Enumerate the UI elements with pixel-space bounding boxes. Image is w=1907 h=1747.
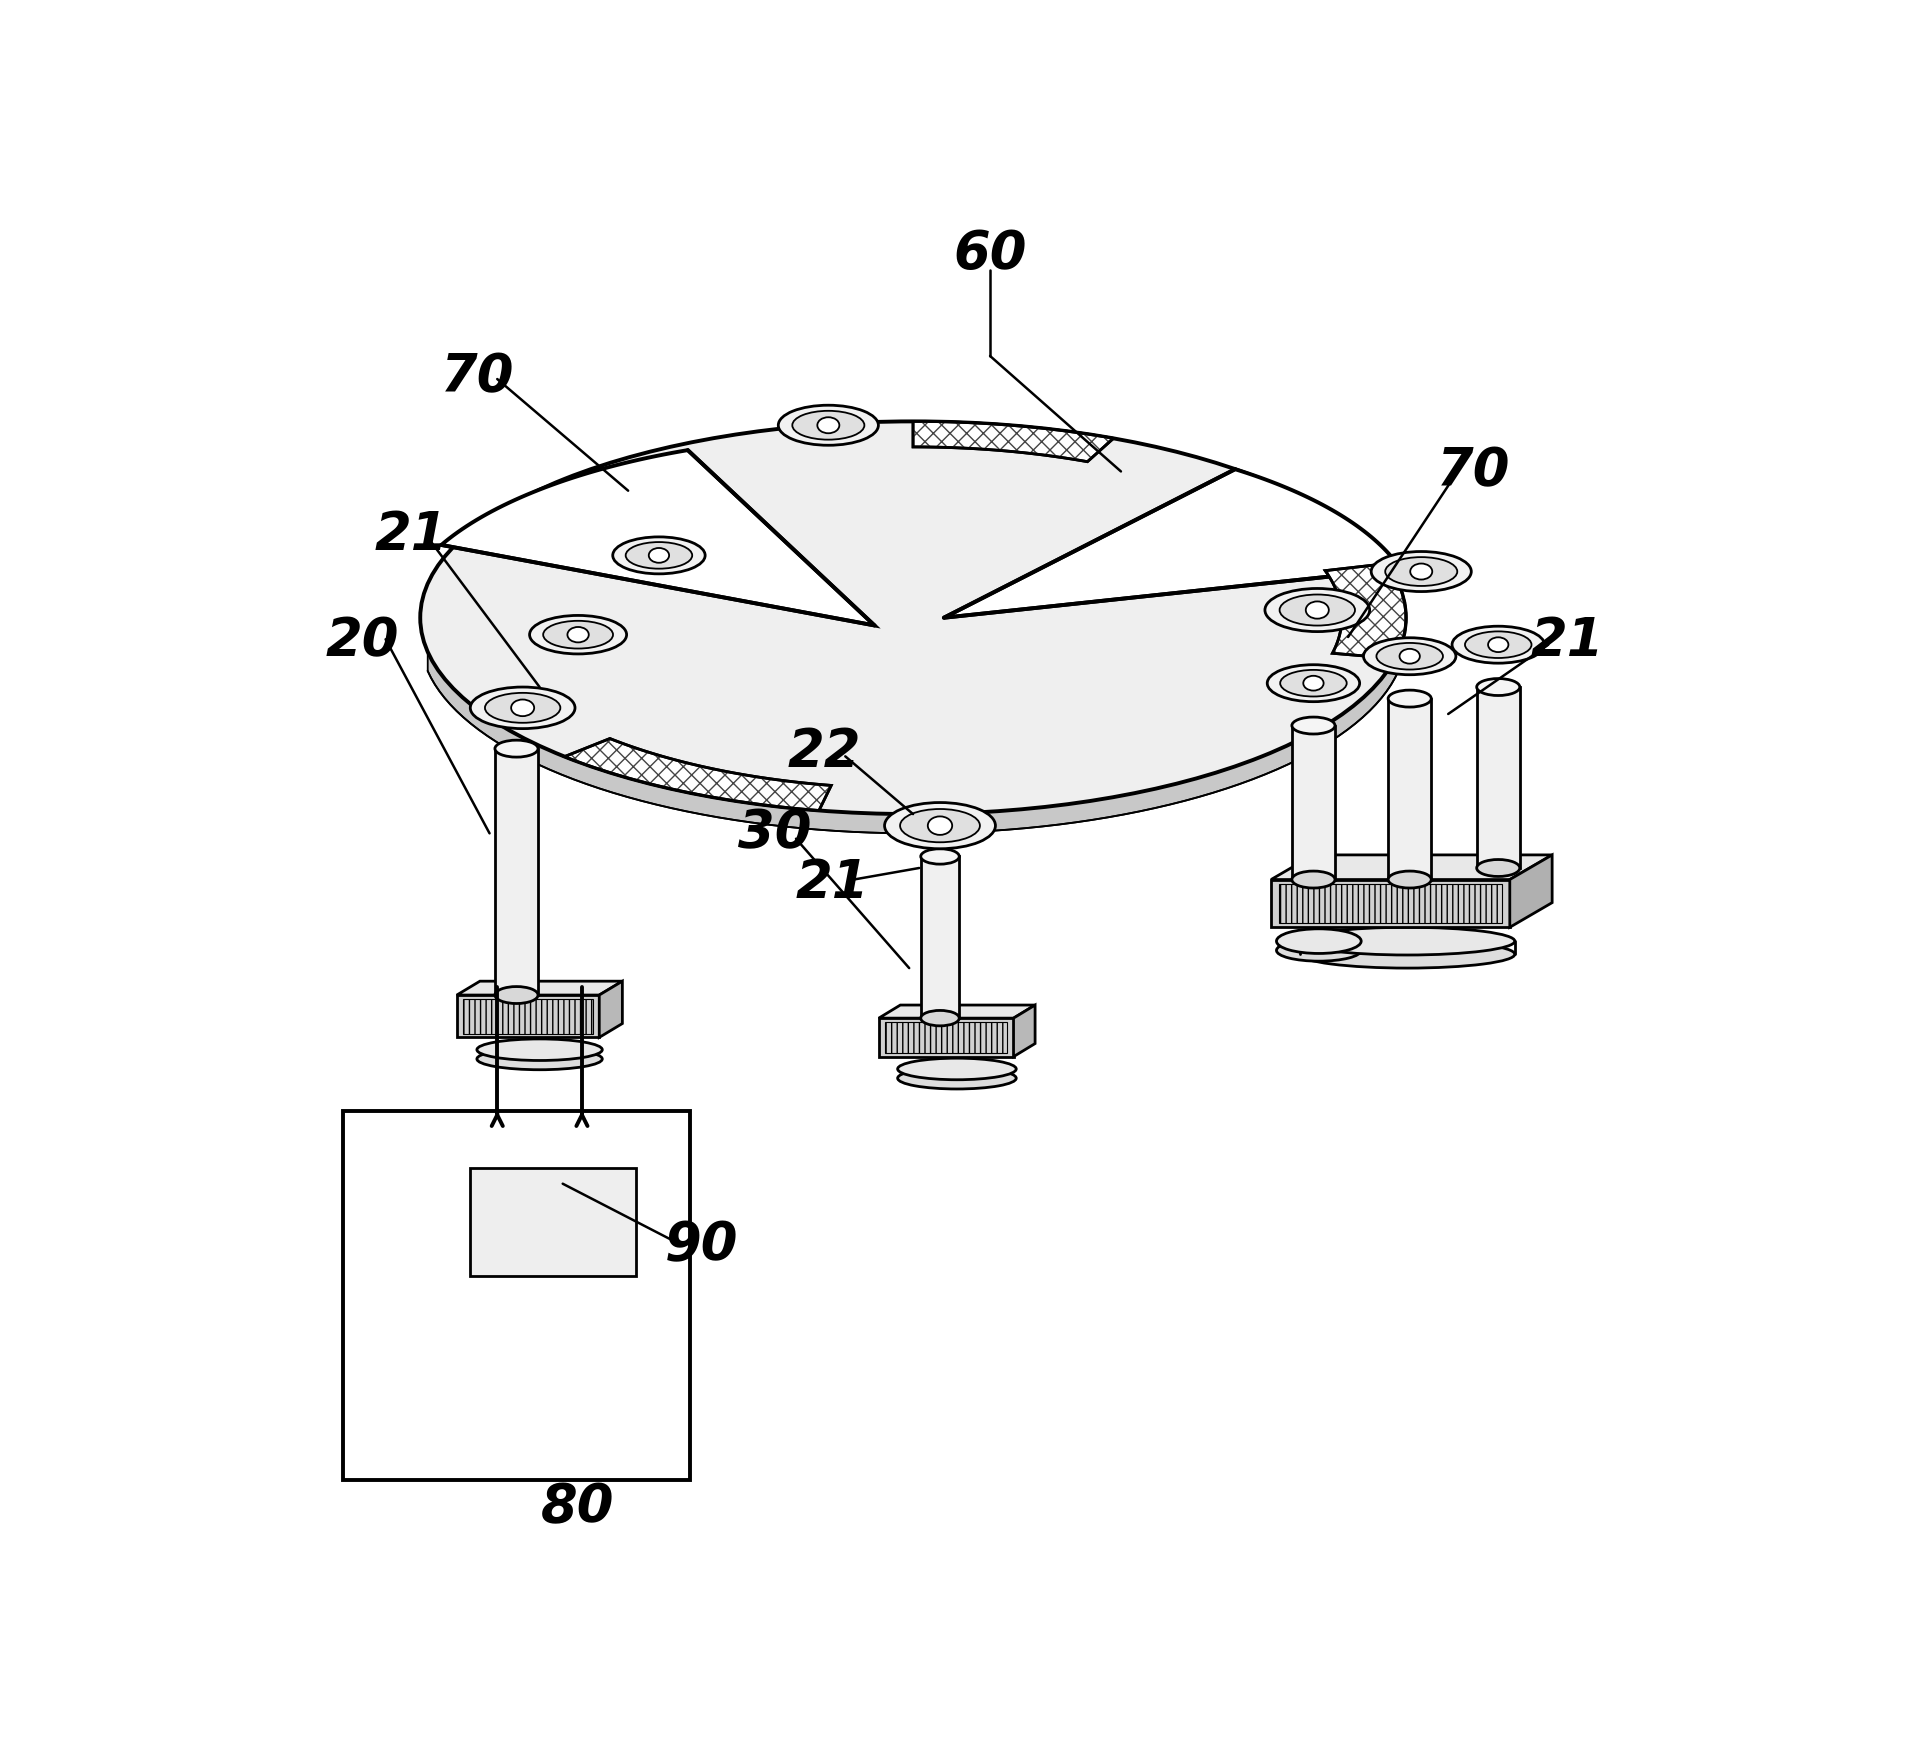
Ellipse shape (568, 627, 589, 643)
Ellipse shape (921, 1010, 959, 1025)
Ellipse shape (625, 542, 692, 570)
Ellipse shape (1371, 552, 1472, 592)
Polygon shape (1476, 687, 1520, 868)
Polygon shape (599, 982, 622, 1038)
Ellipse shape (648, 549, 669, 563)
Ellipse shape (532, 632, 624, 646)
Ellipse shape (1291, 872, 1335, 887)
Polygon shape (913, 421, 1114, 461)
Polygon shape (1510, 854, 1552, 928)
Ellipse shape (1276, 929, 1362, 954)
Polygon shape (879, 1019, 1013, 1057)
Polygon shape (458, 996, 599, 1038)
Ellipse shape (1301, 940, 1514, 968)
Ellipse shape (1400, 648, 1421, 664)
Ellipse shape (1301, 928, 1514, 956)
Ellipse shape (612, 536, 706, 573)
Ellipse shape (1455, 643, 1541, 657)
Text: 20: 20 (326, 615, 399, 667)
Ellipse shape (475, 704, 572, 720)
Ellipse shape (921, 849, 959, 865)
Polygon shape (879, 1005, 1036, 1019)
Ellipse shape (1291, 716, 1335, 734)
Polygon shape (1291, 725, 1335, 879)
Polygon shape (1325, 564, 1405, 659)
Ellipse shape (1451, 625, 1545, 664)
Text: 21: 21 (795, 858, 870, 910)
Text: 22: 22 (788, 727, 862, 779)
Ellipse shape (496, 987, 538, 1003)
Text: 60: 60 (954, 229, 1026, 280)
Polygon shape (441, 451, 875, 625)
Text: 90: 90 (664, 1219, 738, 1272)
Polygon shape (1013, 1005, 1036, 1057)
Polygon shape (1388, 699, 1432, 879)
Ellipse shape (1465, 631, 1531, 659)
Polygon shape (458, 982, 622, 996)
Ellipse shape (1388, 872, 1432, 887)
Ellipse shape (477, 1039, 603, 1060)
Ellipse shape (1375, 568, 1468, 583)
Ellipse shape (543, 620, 612, 648)
Text: 30: 30 (738, 807, 810, 860)
Polygon shape (343, 1111, 690, 1480)
Ellipse shape (484, 694, 561, 723)
Text: 80: 80 (542, 1481, 614, 1534)
Polygon shape (471, 1169, 635, 1275)
Ellipse shape (530, 615, 627, 653)
Ellipse shape (900, 809, 980, 842)
Ellipse shape (1367, 653, 1453, 667)
Ellipse shape (1411, 564, 1432, 580)
Ellipse shape (1364, 638, 1455, 674)
Ellipse shape (1280, 669, 1346, 697)
Polygon shape (921, 856, 959, 1019)
Ellipse shape (496, 741, 538, 756)
Ellipse shape (511, 699, 534, 716)
Ellipse shape (818, 418, 839, 433)
Text: 70: 70 (1436, 445, 1510, 498)
Text: 21: 21 (1531, 615, 1604, 667)
Text: 21: 21 (374, 508, 448, 561)
Polygon shape (1272, 854, 1552, 879)
Polygon shape (496, 749, 538, 996)
Ellipse shape (1476, 860, 1520, 877)
Ellipse shape (791, 411, 864, 440)
Ellipse shape (616, 554, 702, 568)
Ellipse shape (1302, 676, 1323, 690)
Ellipse shape (1377, 643, 1444, 669)
Ellipse shape (1384, 557, 1457, 585)
Ellipse shape (1268, 606, 1365, 624)
Ellipse shape (885, 802, 995, 849)
Polygon shape (1272, 879, 1510, 928)
Ellipse shape (898, 1067, 1016, 1088)
Ellipse shape (1264, 589, 1369, 632)
Polygon shape (427, 652, 1398, 833)
Ellipse shape (782, 423, 875, 437)
Polygon shape (564, 739, 831, 811)
Text: 70: 70 (441, 351, 515, 404)
Ellipse shape (929, 816, 952, 835)
Polygon shape (944, 470, 1402, 618)
Ellipse shape (1476, 678, 1520, 695)
Ellipse shape (1388, 690, 1432, 708)
Ellipse shape (1270, 681, 1356, 695)
Ellipse shape (1306, 601, 1329, 618)
Ellipse shape (1268, 664, 1360, 702)
Ellipse shape (420, 421, 1405, 814)
Ellipse shape (471, 687, 576, 728)
Ellipse shape (1487, 638, 1508, 652)
Ellipse shape (778, 405, 879, 445)
Ellipse shape (1280, 594, 1356, 625)
Ellipse shape (898, 1059, 1016, 1080)
Ellipse shape (477, 1048, 603, 1069)
Ellipse shape (889, 821, 992, 839)
Ellipse shape (1276, 940, 1362, 961)
